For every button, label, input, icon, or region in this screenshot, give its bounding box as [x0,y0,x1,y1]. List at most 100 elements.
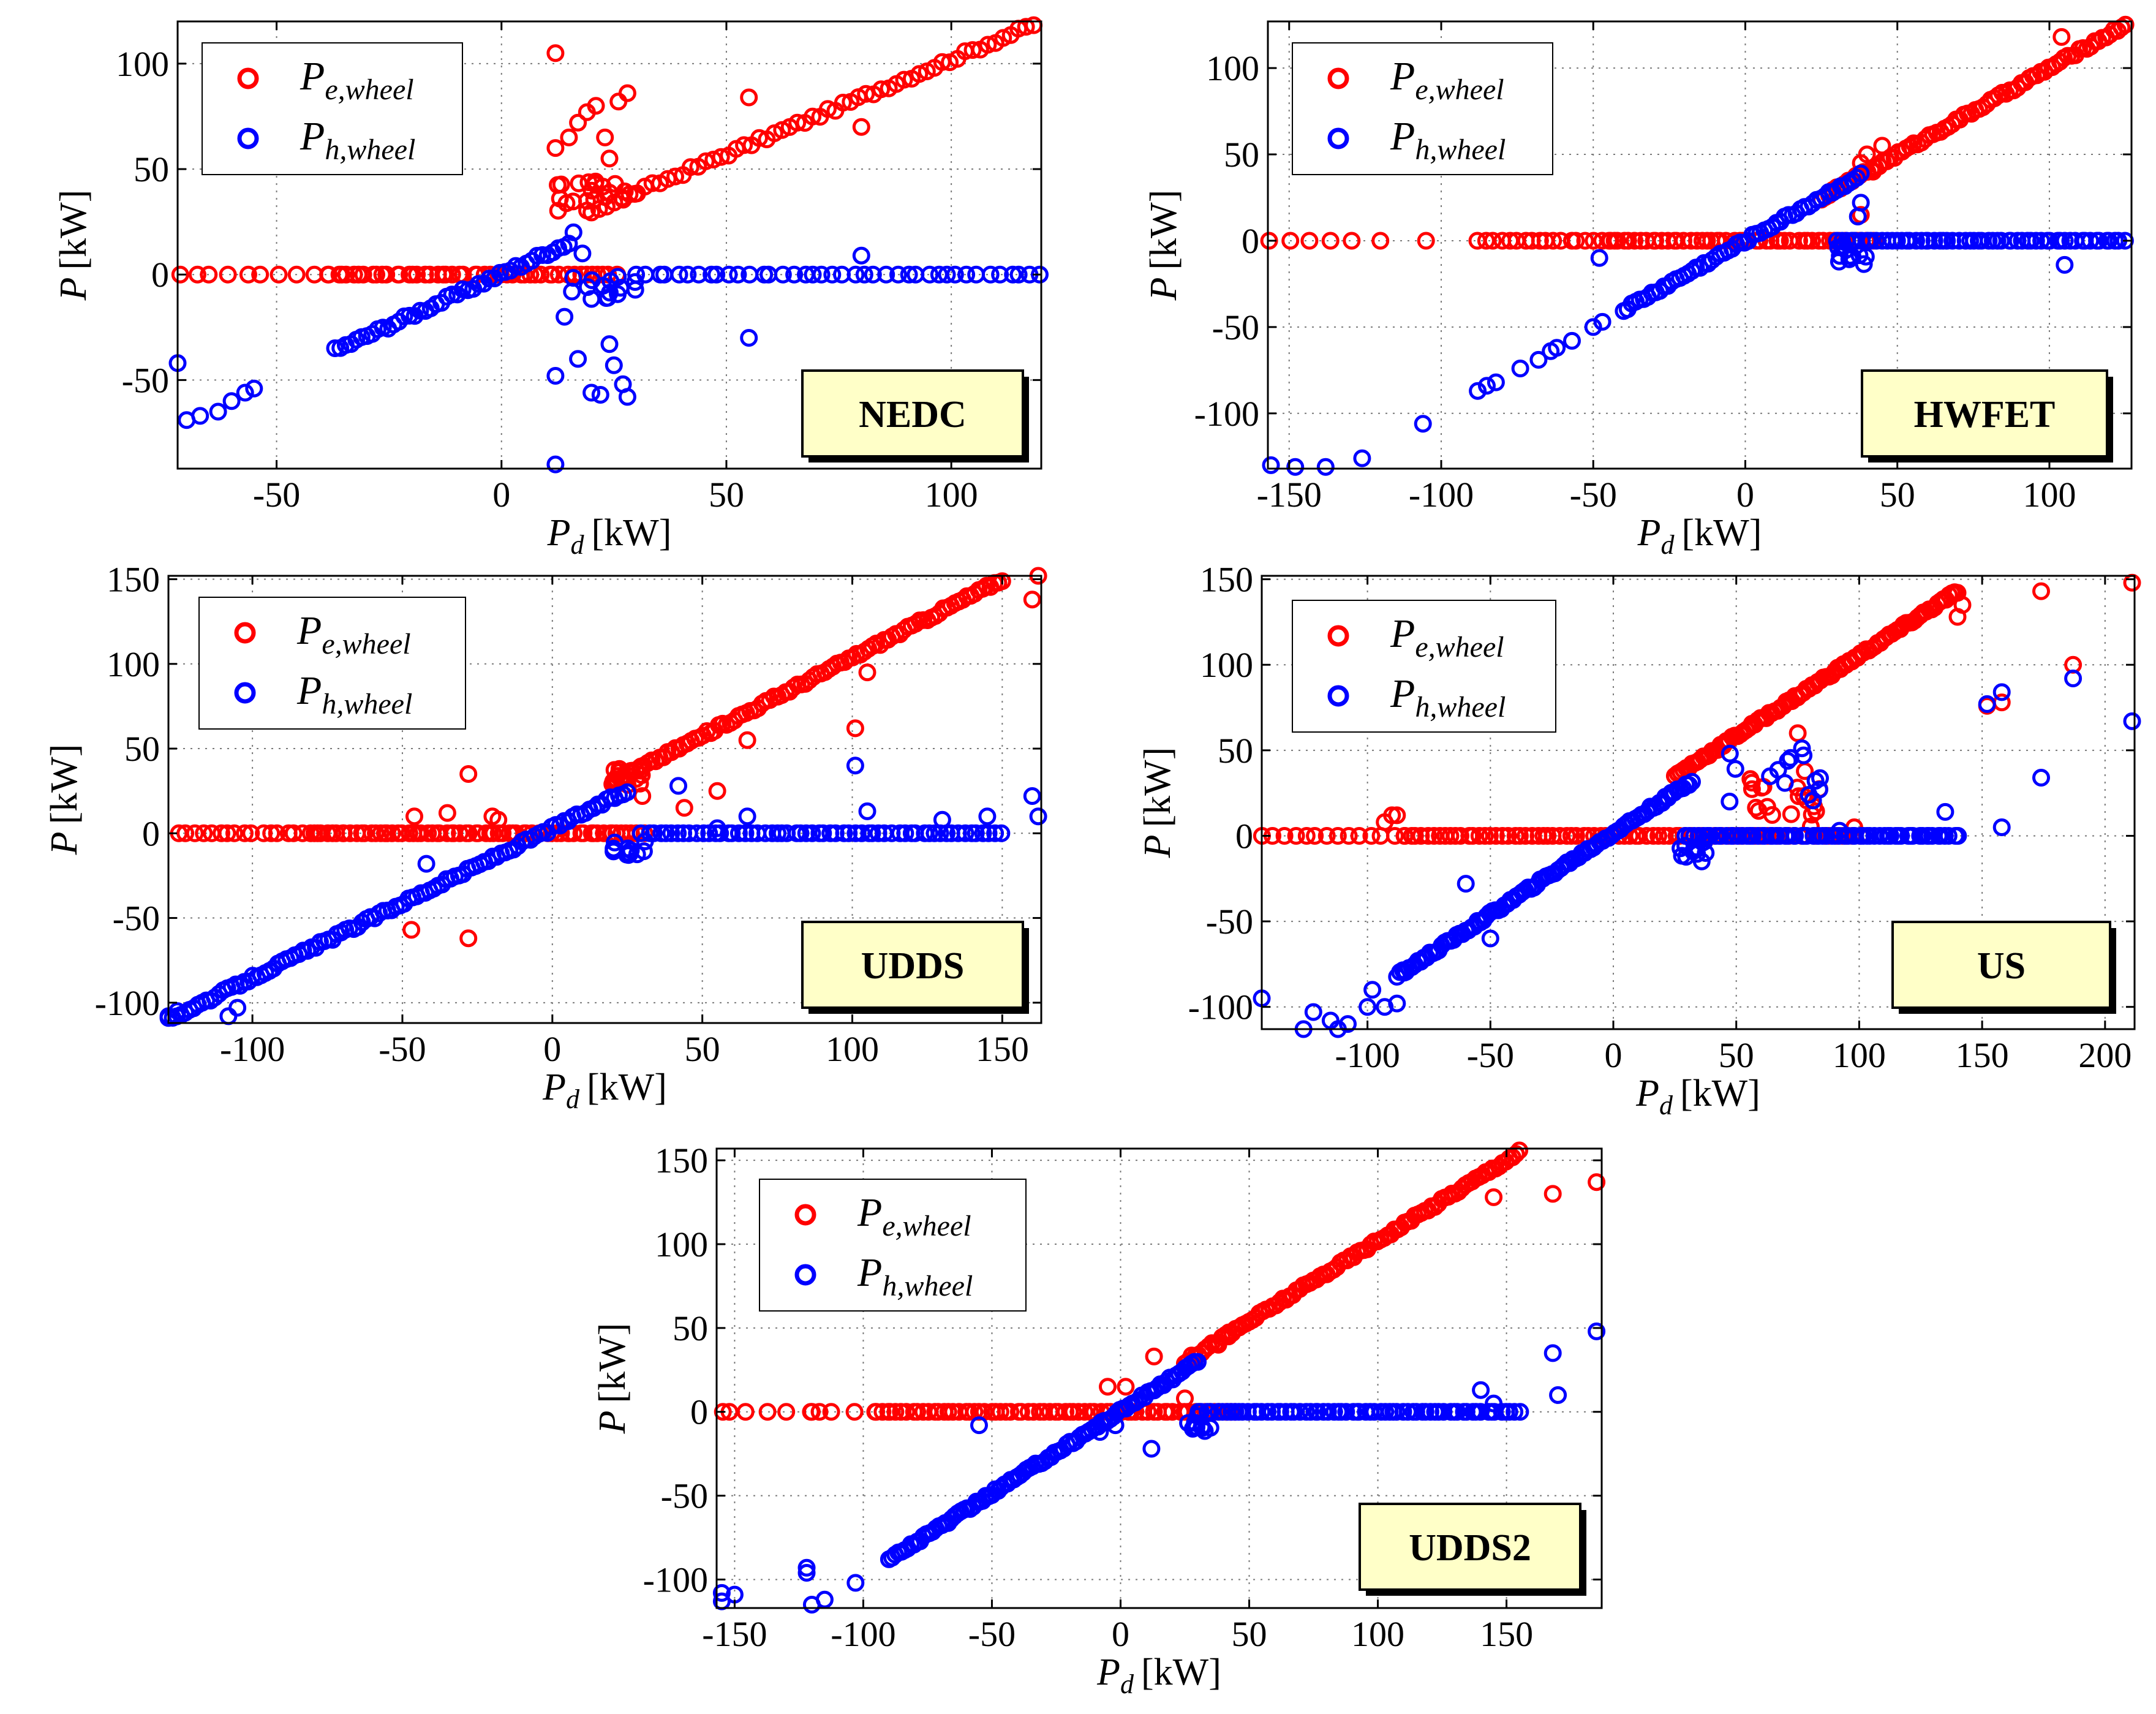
data-point [1856,247,1875,266]
data-point [1892,827,1910,845]
y-tick-label: 0 [690,1392,708,1432]
data-point [2056,232,2074,250]
data-point [846,719,864,738]
data-point [1417,232,1435,250]
data-point [1337,1403,1355,1421]
data-point [1830,821,1849,840]
data-point [594,276,612,295]
legend-marker-h-wheel [1327,685,1349,707]
data-point [1209,1335,1227,1354]
data-point [1567,827,1585,845]
data-point [1517,827,1535,845]
series-h-wheel [159,757,1047,1027]
legend-marker-e-wheel [1327,625,1349,647]
data-point [834,94,852,111]
data-point [750,129,768,147]
data-point [921,265,939,284]
legend-marker-h-wheel [237,127,259,149]
data-point [626,273,644,291]
data-point [600,335,619,353]
data-point [551,817,569,835]
data-point [735,136,753,154]
data-point [873,1403,892,1421]
data-point [1481,929,1499,948]
data-point [758,1403,777,1421]
y-tick-label: 50 [1218,731,1253,771]
data-point [1339,1015,1357,1033]
data-point [1029,807,1047,826]
data-point [1510,827,1529,845]
data-point [1340,827,1358,845]
legend-label-h-wheel: Ph,wheel [857,1250,973,1302]
data-point [1188,1407,1207,1425]
data-point [213,824,230,842]
data-point [877,265,895,284]
data-point [1907,232,1925,250]
data-point [675,799,693,817]
data-point [1810,780,1828,799]
x-axis-label-main: P [547,512,571,554]
data-point [270,265,288,284]
data-point [897,1403,916,1421]
x-axis-label-sub: d [1120,1669,1134,1699]
data-point [1499,827,1517,845]
data-point [236,824,254,842]
data-point [1531,232,1549,250]
data-point [1362,827,1381,845]
data-point [2123,712,2141,730]
x-tick-label: -50 [1467,1035,1514,1075]
data-point [1412,827,1430,845]
data-point [864,265,882,284]
data-point [804,265,822,284]
series-h-wheel [1262,164,2134,476]
data-point [619,776,637,794]
data-point [337,265,355,284]
data-point [1091,1423,1109,1441]
data-point [1779,752,1797,770]
data-point [1425,827,1443,845]
legend-label-sub: h,wheel [322,688,412,720]
x-axis-label-unit: [kW] [1141,1652,1221,1693]
data-point [595,824,613,842]
legend-marker-e-wheel [794,1204,816,1226]
data-point [840,824,858,842]
data-point [920,824,938,842]
x-tick-label: 150 [1956,1035,2009,1075]
data-point [171,265,189,284]
data-point [1023,787,1041,805]
data-point [1619,232,1637,250]
udds-cycle-label: UDDS [861,945,965,987]
data-point [738,731,756,749]
data-point [209,402,227,421]
legend-label-h-wheel: Ph,wheel [300,114,415,166]
series-h-wheel [712,1322,1606,1614]
x-tick-label: 50 [1719,1035,1754,1075]
data-point [1009,265,1028,284]
y-tick-label: 50 [134,149,169,189]
cycle-label-box [801,921,1024,1009]
x-axis-label-main: P [1635,1073,1659,1114]
data-point [1511,1403,1529,1421]
y-tick-label: -100 [95,983,160,1023]
data-point [886,1403,905,1421]
data-point [679,265,697,284]
data-point [1464,827,1482,845]
legend-box [759,1179,1027,1312]
x-tick-label: 0 [1605,1035,1623,1075]
data-point [933,810,951,829]
data-point [1992,818,2011,836]
data-point [822,1403,840,1421]
data-point [1145,1347,1163,1365]
data-point [1721,744,1739,763]
data-point [826,824,845,842]
data-point [1193,1418,1211,1437]
y-axis-label-unit: [kW] [1137,747,1178,828]
x-tick-label: 50 [1880,475,1915,515]
x-axis-label: Pd [kW] [1637,512,1762,560]
data-point [1697,844,1715,862]
data-point [2022,232,2040,250]
data-point [736,824,755,842]
data-point [643,174,662,192]
cycle-label-box [1359,1503,1581,1591]
data-point [863,824,881,842]
